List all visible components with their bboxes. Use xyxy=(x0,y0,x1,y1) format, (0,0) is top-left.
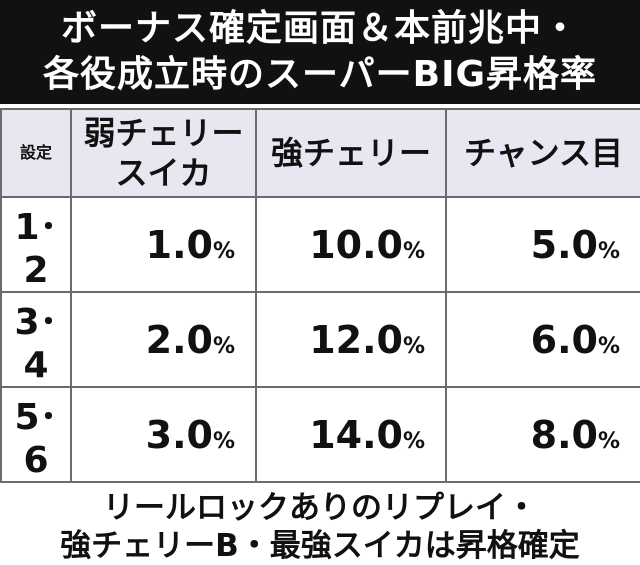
row-label: 3･4 xyxy=(0,291,72,388)
column-header: 弱チェリー スイカ xyxy=(70,108,257,198)
table-row: 3･4 2.0% 12.0% 6.0% xyxy=(0,291,640,388)
rate-unit: % xyxy=(597,238,620,264)
title-band: ボーナス確定画面＆本前兆中・ 各役成立時のスーパーBIG昇格率 xyxy=(0,0,640,104)
rate-table: 設定 弱チェリー スイカ 強チェリー チャンス目 1･2 1.0% 10.0% 5.0% 3･… xyxy=(0,108,640,483)
rate-unit: % xyxy=(212,428,235,454)
footer-note: リールロックありのリプレイ・ xyxy=(103,490,537,526)
column-header: 設定 xyxy=(0,108,72,198)
row-label: 1･2 xyxy=(0,196,72,293)
rate-cell: 6.0% xyxy=(445,291,640,388)
rate-cell: 3.0% xyxy=(70,386,257,483)
rate-value: 1.0 xyxy=(145,222,213,267)
rate-cell: 12.0% xyxy=(255,291,447,388)
rate-cell: 14.0% xyxy=(255,386,447,483)
table-row: 1･2 1.0% 10.0% 5.0% xyxy=(0,196,640,293)
column-header: チャンス目 xyxy=(445,108,640,198)
rate-cell: 10.0% xyxy=(255,196,447,293)
rate-unit: % xyxy=(402,238,425,264)
rate-unit: % xyxy=(402,428,425,454)
rate-value: 14.0 xyxy=(309,412,403,457)
rate-value: 8.0 xyxy=(530,412,598,457)
footer-note: 強チェリーB・最強スイカは昇格確定 xyxy=(60,528,580,564)
rate-unit: % xyxy=(212,333,235,359)
rate-unit: % xyxy=(597,428,620,454)
header-row: 設定 弱チェリー スイカ 強チェリー チャンス目 xyxy=(0,108,640,198)
row-label: 5･6 xyxy=(0,386,72,483)
rate-unit: % xyxy=(402,333,425,359)
title-line: 各役成立時のスーパーBIG昇格率 xyxy=(42,54,598,95)
rate-value: 5.0 xyxy=(530,222,598,267)
footer: リールロックありのリプレイ・ 強チェリーB・最強スイカは昇格確定 xyxy=(0,489,640,565)
rate-value: 3.0 xyxy=(145,412,213,457)
rate-cell: 5.0% xyxy=(445,196,640,293)
rate-value: 2.0 xyxy=(145,317,213,362)
rate-cell: 1.0% xyxy=(70,196,257,293)
rate-unit: % xyxy=(212,238,235,264)
rate-unit: % xyxy=(597,333,620,359)
rate-value: 6.0 xyxy=(530,317,598,362)
rate-cell: 2.0% xyxy=(70,291,257,388)
title-line: ボーナス確定画面＆本前兆中・ xyxy=(60,8,579,49)
rate-cell: 8.0% xyxy=(445,386,640,483)
table-row: 5･6 3.0% 14.0% 8.0% xyxy=(0,386,640,483)
rate-value: 10.0 xyxy=(309,222,403,267)
column-header: 強チェリー xyxy=(255,108,447,198)
rate-value: 12.0 xyxy=(309,317,403,362)
